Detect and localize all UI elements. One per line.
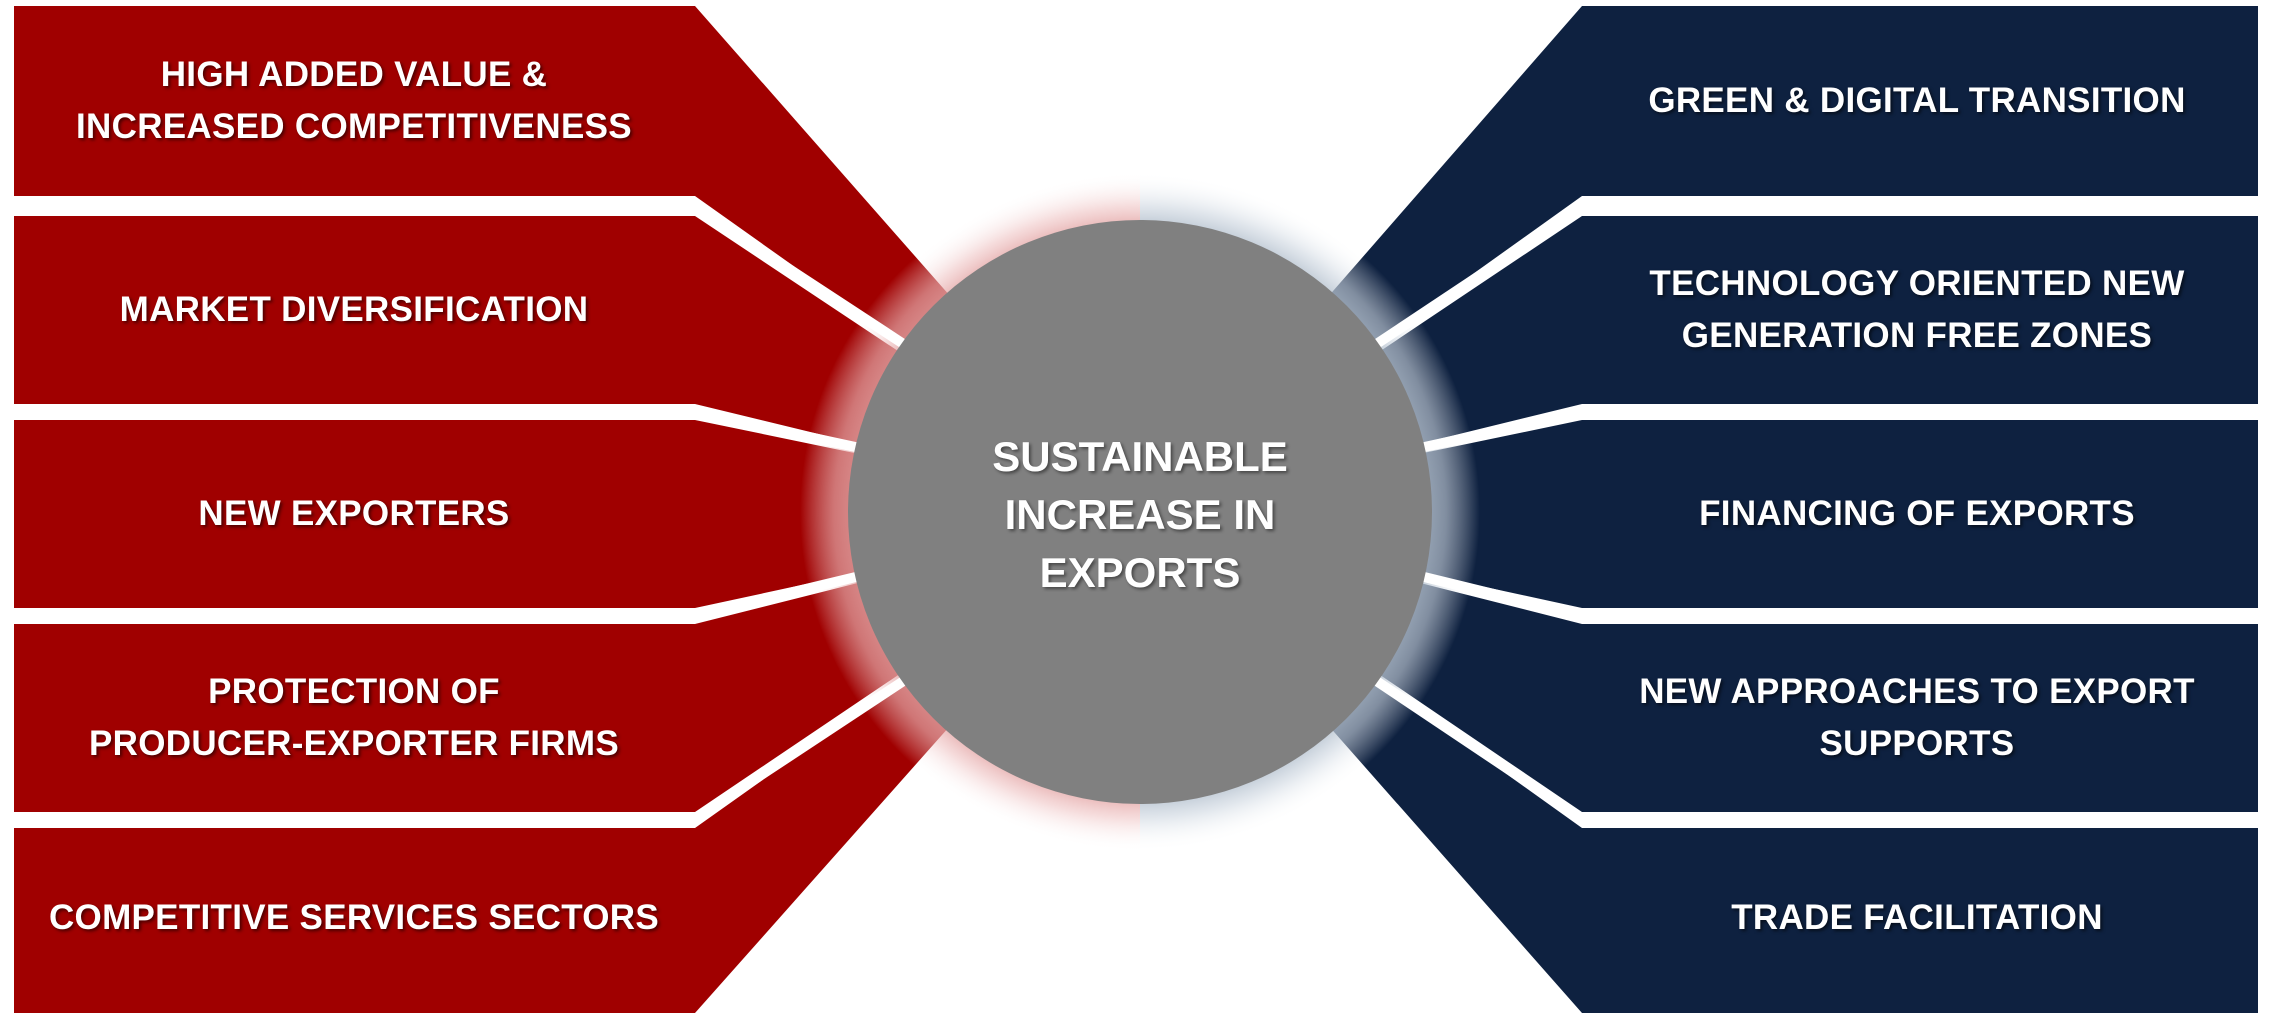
left-panel-5 [14, 512, 1140, 1013]
right-item-label-5: TRADE FACILITATION [1731, 898, 2103, 937]
left-connector-2 [691, 407, 862, 453]
right-connector-2 [1418, 407, 1586, 453]
right-gap-4 [1582, 812, 2272, 828]
left-item-label-1: HIGH ADDED VALUE & INCREASED COMPETITIVE… [76, 55, 632, 146]
left-item-label-4: PROTECTION OF PRODUCER-EXPORTER FIRMS [89, 672, 619, 763]
left-gap-1 [0, 196, 695, 216]
left-gap-4 [0, 812, 695, 828]
right-item-label-3: FINANCING OF EXPORTS [1699, 494, 2135, 533]
right-item-label-1: GREEN & DIGITAL TRANSITION [1648, 81, 2186, 120]
right-gap-3 [1582, 608, 2272, 624]
left-item-label-5: COMPETITIVE SERVICES SECTORS [48, 898, 659, 937]
left-panel-1 [14, 6, 1140, 512]
right-panel-1 [1140, 6, 2258, 512]
right-gap-2 [1582, 404, 2272, 420]
right-item-label-2: TECHNOLOGY ORIENTED NEW GENERATION FREE … [1649, 264, 2185, 355]
left-connector-1 [690, 201, 908, 350]
left-connector-3 [691, 571, 862, 621]
connectors [0, 196, 2272, 828]
left-item-label-2: MARKET DIVERSIFICATION [119, 290, 589, 329]
right-connector-4 [1372, 675, 1587, 825]
right-gap-1 [1582, 196, 2272, 216]
center-circle [848, 220, 1432, 804]
left-connector-4 [690, 675, 908, 825]
left-item-label-3: NEW EXPORTERS [198, 494, 510, 533]
right-connector-3 [1418, 571, 1586, 621]
left-gap-3 [0, 608, 695, 624]
left-gap-2 [0, 404, 695, 420]
right-item-label-4: NEW APPROACHES TO EXPORT SUPPORTS [1639, 672, 2195, 763]
center-label: SUSTAINABLE INCREASE IN EXPORTS [992, 433, 1288, 596]
right-panel-5 [1140, 512, 2258, 1013]
right-connector-1 [1372, 201, 1587, 350]
